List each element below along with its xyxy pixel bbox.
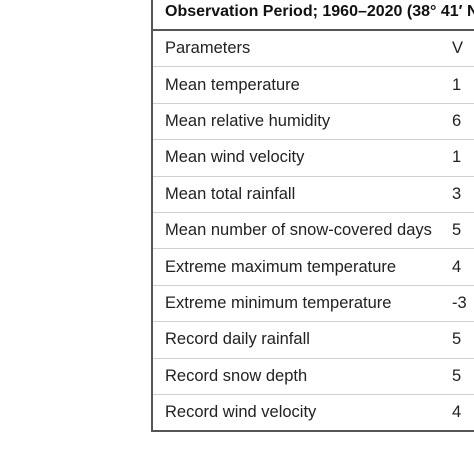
header-parameters: Parameters bbox=[151, 30, 442, 68]
table-row: Mean relative humidity 6 bbox=[151, 103, 474, 141]
row-parameter: Mean temperature bbox=[151, 66, 442, 104]
row-value: 1 bbox=[442, 66, 474, 104]
row-parameter: Extreme maximum temperature bbox=[151, 248, 442, 286]
table-caption: Observation Period; 1960–2020 (38° 41′ N bbox=[151, 0, 474, 31]
table-row: Mean number of snow-covered days 5 bbox=[151, 212, 474, 250]
row-value: 5 bbox=[442, 212, 474, 250]
row-value: 5 bbox=[442, 358, 474, 395]
table-row: Mean total rainfall 3 bbox=[151, 176, 474, 213]
table-row: Mean temperature 1 bbox=[151, 66, 474, 104]
header-value: V bbox=[442, 30, 474, 68]
table-row: Record snow depth 5 bbox=[151, 358, 474, 395]
row-value: 5 bbox=[442, 321, 474, 359]
row-value: 1 bbox=[442, 139, 474, 177]
row-parameter: Mean number of snow-covered days bbox=[151, 212, 442, 250]
table-caption-row: Observation Period; 1960–2020 (38° 41′ N bbox=[151, 0, 474, 31]
table-row: Record daily rainfall 5 bbox=[151, 321, 474, 359]
table-row: Extreme maximum temperature 4 bbox=[151, 248, 474, 286]
table-header-row: Parameters V bbox=[151, 30, 474, 68]
row-value: 4 bbox=[442, 248, 474, 286]
row-parameter: Record wind velocity bbox=[151, 394, 442, 433]
row-value: -3 bbox=[442, 285, 474, 323]
row-value: 4 bbox=[442, 394, 474, 433]
row-parameter: Mean wind velocity bbox=[151, 139, 442, 177]
row-parameter: Record snow depth bbox=[151, 358, 442, 395]
table-row: Record wind velocity 4 bbox=[151, 394, 474, 433]
row-value: 6 bbox=[442, 103, 474, 141]
row-parameter: Extreme minimum temperature bbox=[151, 285, 442, 323]
row-parameter: Record daily rainfall bbox=[151, 321, 442, 359]
table-row: Extreme minimum temperature -3 bbox=[151, 285, 474, 323]
row-parameter: Mean total rainfall bbox=[151, 176, 442, 213]
table-row: Mean wind velocity 1 bbox=[151, 139, 474, 177]
climate-table: Observation Period; 1960–2020 (38° 41′ N… bbox=[151, 0, 474, 433]
row-value: 3 bbox=[442, 176, 474, 213]
row-parameter: Mean relative humidity bbox=[151, 103, 442, 141]
